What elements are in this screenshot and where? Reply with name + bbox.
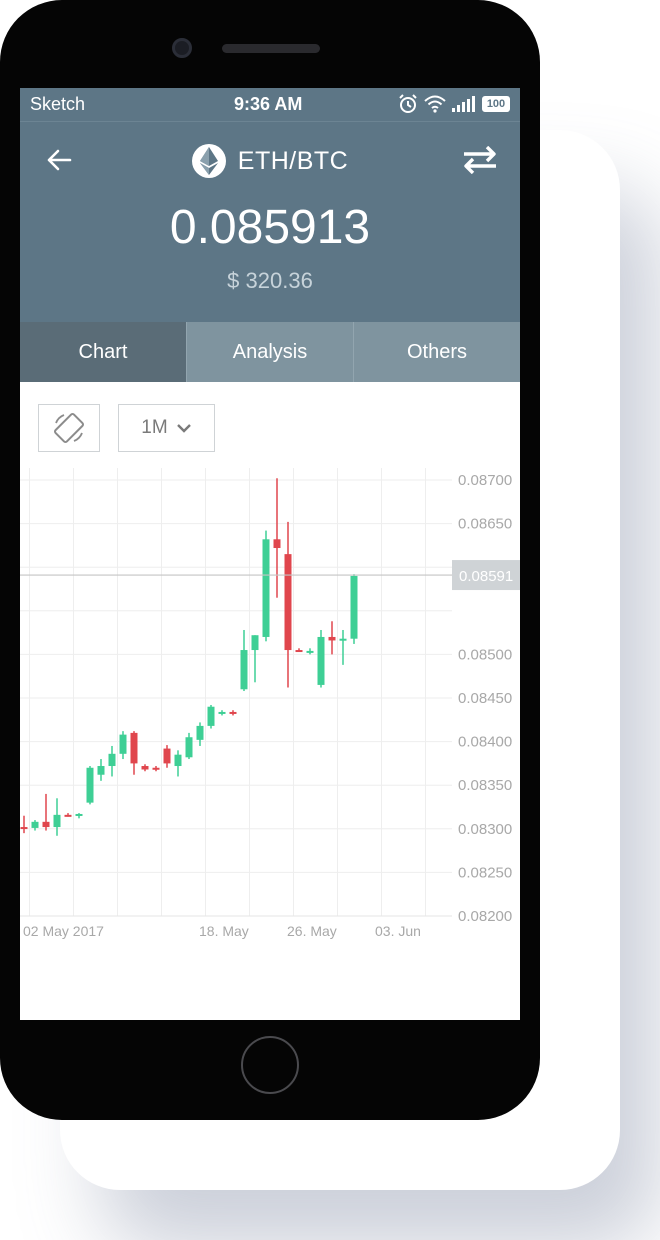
candle-body <box>240 650 248 690</box>
candle-body <box>108 753 116 767</box>
y-tick-label: 0.08400 <box>458 734 512 751</box>
status-bar: Sketch 9:36 AM <box>20 88 520 122</box>
front-camera <box>172 38 192 58</box>
candle-body <box>185 737 193 758</box>
y-tick-label: 0.08250 <box>458 864 512 881</box>
pair-title-row: ETH/BTC <box>20 144 520 178</box>
rotate-button[interactable] <box>38 404 100 452</box>
candle-body <box>339 638 347 641</box>
swap-arrows-icon[interactable] <box>462 146 498 174</box>
battery-icon: 100 <box>482 96 510 112</box>
y-tick-label: 0.08650 <box>458 516 512 533</box>
candle-body <box>130 732 138 764</box>
y-tick-label: 0.08200 <box>458 908 512 925</box>
arrow-left-icon[interactable] <box>46 148 72 172</box>
current-price-label: 0.08591 <box>459 568 513 585</box>
y-tick-label: 0.08350 <box>458 777 512 794</box>
y-tick-label: 0.08700 <box>458 472 512 489</box>
current-price: 0.085913 <box>169 201 371 254</box>
current-price-badge <box>452 560 520 591</box>
candle-body <box>97 766 105 775</box>
x-tick-label: 02 May 2017 <box>23 923 104 939</box>
candle-body <box>163 748 171 764</box>
y-tick-label: 0.08450 <box>458 690 512 707</box>
status-time: 9:36 AM <box>234 94 303 114</box>
candle-body <box>229 711 237 714</box>
candle-body <box>207 706 215 726</box>
pair-label: ETH/BTC <box>237 146 349 175</box>
alarm-icon <box>399 94 417 113</box>
status-carrier: Sketch <box>30 94 86 114</box>
candle-body <box>251 635 259 651</box>
candle-body <box>174 754 182 767</box>
screen-rotation-icon <box>53 412 85 444</box>
x-tick-label: 03. Jun <box>375 923 421 939</box>
candle-body <box>86 767 94 803</box>
candle-body <box>262 539 270 637</box>
tab-bar: Chart Analysis Others <box>20 322 520 382</box>
ethereum-icon <box>191 144 226 178</box>
home-button[interactable] <box>241 1036 299 1094</box>
range-select[interactable]: 1M <box>118 404 215 452</box>
tab-chart[interactable]: Chart <box>20 322 187 382</box>
candle-body <box>306 650 314 653</box>
pair-header: ETH/BTC 0.085913 $ 320.36 <box>20 122 520 322</box>
tab-others-label: Others <box>406 340 468 363</box>
candle-body <box>218 711 226 714</box>
candle-body <box>284 554 292 651</box>
y-tick-label: 0.08300 <box>458 821 512 838</box>
usd-price: $ 320.36 <box>227 268 313 293</box>
range-label: 1M <box>141 417 168 438</box>
candlestick-chart[interactable]: 0.08700 0.08650 0.08500 0.08450 0.08400 0.083… <box>20 464 520 954</box>
candle-body <box>350 575 358 639</box>
x-tick-label: 26. May <box>287 923 337 939</box>
candle-body <box>141 766 149 770</box>
tab-chart-label: Chart <box>78 340 128 363</box>
app-screen: Sketch 9:36 AM <box>20 88 520 1020</box>
candle-body <box>119 734 127 754</box>
candle-body <box>53 814 61 828</box>
wifi-icon <box>424 95 446 113</box>
phone-frame: Sketch 9:36 AM <box>0 0 540 1120</box>
candle-body <box>152 767 160 770</box>
candle-body <box>196 725 204 740</box>
x-tick-label: 18. May <box>199 923 249 939</box>
candle-body <box>317 636 325 685</box>
candle-body <box>31 821 39 828</box>
signal-icon <box>452 96 475 112</box>
candle-body <box>75 813 83 816</box>
candle-body <box>328 636 336 641</box>
earpiece-speaker <box>222 44 320 53</box>
y-tick-label: 0.08500 <box>458 646 512 663</box>
candle-body <box>295 650 303 653</box>
candle-body <box>42 821 50 828</box>
tab-others[interactable]: Others <box>354 322 520 382</box>
tab-analysis[interactable]: Analysis <box>187 322 354 382</box>
candle-body <box>273 539 281 549</box>
chevron-down-icon <box>176 424 191 433</box>
tab-analysis-label: Analysis <box>232 340 308 363</box>
status-icons: 100 <box>398 94 510 114</box>
candle-body <box>20 827 28 830</box>
chart-controls: 1M <box>20 382 520 472</box>
candle-body <box>64 814 72 817</box>
